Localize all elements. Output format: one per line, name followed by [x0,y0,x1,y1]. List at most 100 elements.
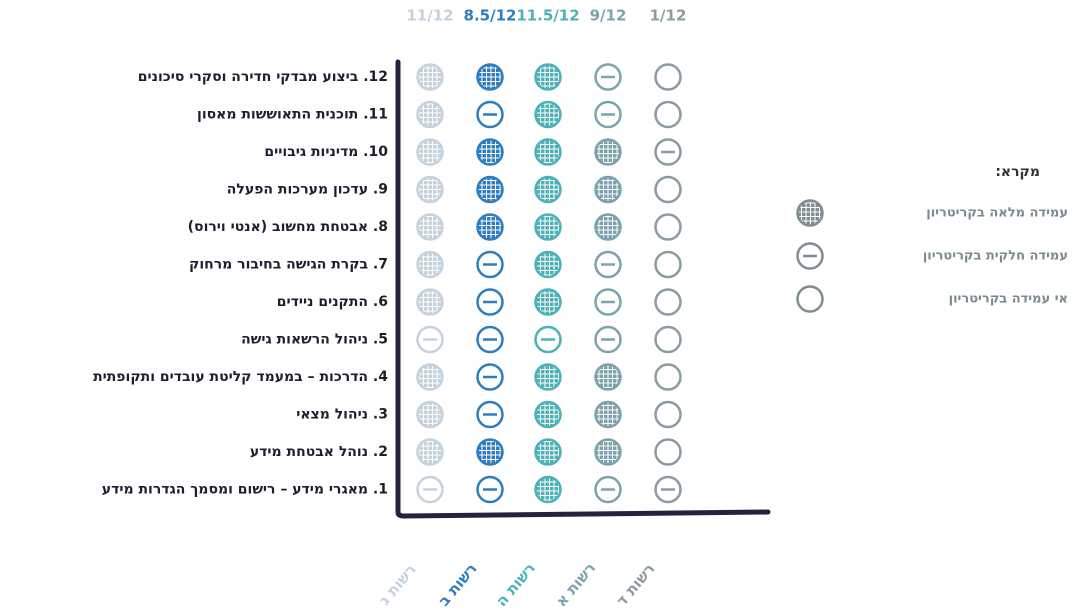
status-icon [476,288,504,316]
full-icon [534,138,562,166]
full-icon [416,438,444,466]
none-icon [654,175,682,204]
full-icon [796,199,824,227]
full-icon [416,138,444,166]
status-icon [534,400,562,429]
status-icon [654,250,682,279]
legend-title: מקרא: [995,164,1040,180]
row-label: 12. ביצוע מבדקי חדירה וסקרי סיכונים [138,69,388,85]
full-icon [534,438,562,466]
legend-label: אי עמידה בקריטריון [949,292,1068,307]
status-icon [416,438,444,466]
full-icon [416,288,444,316]
status-icon [654,213,682,241]
full-icon [416,175,444,204]
status-icon [594,325,622,354]
status-icon [654,475,682,504]
status-icon [416,288,444,316]
legend-label: עמידה חלקית בקריטריון [923,249,1068,264]
status-icon [416,213,444,241]
status-icon [534,325,562,354]
full-icon [416,250,444,279]
status-icon [476,475,504,504]
status-icon [416,250,444,279]
status-icon [594,138,622,166]
status-icon [534,63,562,91]
status-icon [476,400,504,429]
status-icon [594,400,622,429]
row-label: 11. תוכנית התאוששות מאסון [197,107,388,123]
status-icon [594,175,622,204]
full-icon [476,213,504,241]
status-icon [476,325,504,354]
column-score: 1/12 [650,7,687,25]
column-score: 11.5/12 [516,7,579,25]
status-icon [534,363,562,391]
full-icon [594,213,622,241]
full-icon [416,63,444,91]
status-icon [594,475,622,504]
row-label: 9. עדכון מערכות הפעלה [227,182,388,198]
status-icon [476,100,504,129]
status-icon [594,63,622,91]
status-icon [476,138,504,166]
status-icon [416,63,444,91]
row-label: 6. התקנים ניידים [277,294,388,310]
full-icon [534,363,562,391]
full-icon [416,363,444,391]
status-icon [416,325,444,354]
column-name: רשות ה [492,559,539,610]
column-name: רשות ג [375,561,419,609]
column-name: רשות א [552,559,599,610]
full-icon [594,438,622,466]
status-icon [476,213,504,241]
none-icon [654,100,682,129]
full-icon [534,175,562,204]
status-icon [534,288,562,316]
status-icon [796,242,824,270]
status-icon [476,250,504,279]
status-icon [654,325,682,354]
none-icon [654,63,682,91]
status-icon [416,100,444,129]
full-icon [594,363,622,391]
none-icon [654,400,682,429]
full-icon [534,100,562,129]
full-icon [476,63,504,91]
none-icon [654,213,682,241]
column-name: רשות ב [435,560,481,610]
status-icon [416,175,444,204]
status-icon [594,438,622,466]
status-icon [534,213,562,241]
status-icon [476,175,504,204]
full-icon [594,400,622,429]
status-icon [416,475,444,504]
row-label: 8. אבטחת מחשוב (אנטי וירוס) [188,219,388,235]
status-icon [534,250,562,279]
status-icon [654,363,682,391]
none-icon [796,285,824,313]
status-icon [534,138,562,166]
full-icon [476,138,504,166]
column-score: 8.5/12 [464,7,517,25]
none-icon [654,363,682,391]
axis-frame [395,59,771,519]
status-icon [594,363,622,391]
row-label: 4. הדרכות – במעמד קליטת עובדים ותקופתית [93,369,388,385]
status-icon [594,100,622,129]
full-icon [534,400,562,429]
full-icon [534,288,562,316]
row-label: 7. בקרת הגישה בחיבור מרחוק [189,257,388,273]
full-icon [534,475,562,504]
row-label: 5. ניהול הרשאות גישה [241,332,388,348]
full-icon [534,250,562,279]
full-icon [594,175,622,204]
status-icon [796,199,824,227]
status-icon [534,475,562,504]
status-icon [534,100,562,129]
legend-label: עמידה מלאה בקריטריון [926,206,1068,221]
full-icon [534,213,562,241]
status-icon [594,213,622,241]
status-icon [654,100,682,129]
